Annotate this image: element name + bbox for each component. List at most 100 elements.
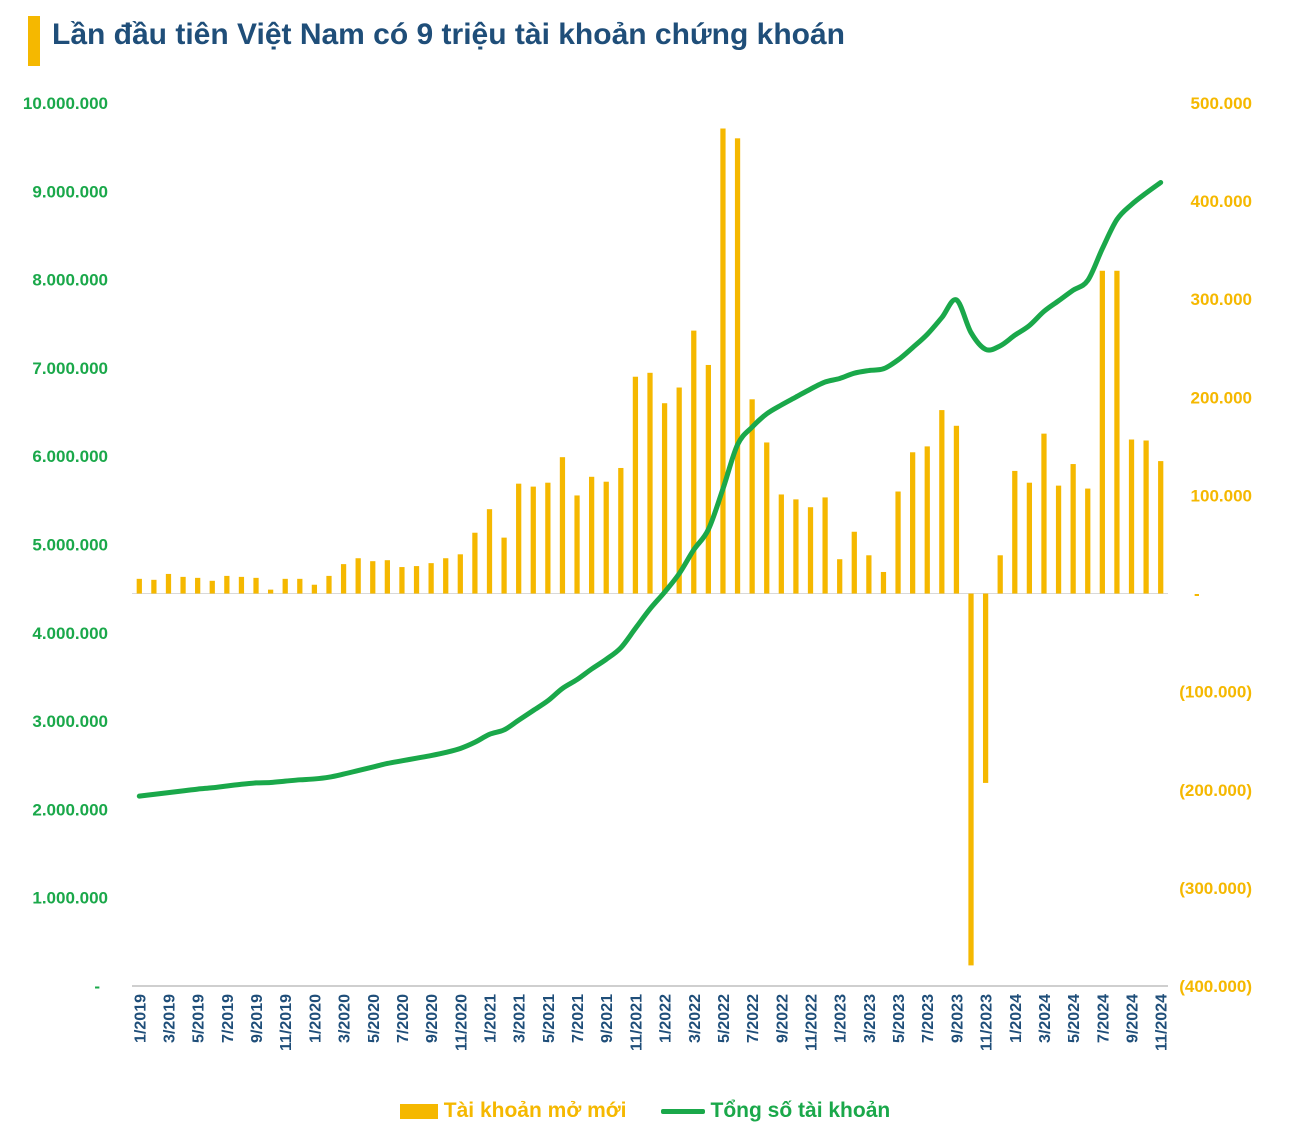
right-tick-label: (300.000) [1179,879,1252,898]
legend: Tài khoản mở mới Tổng số tài khoản [0,1096,1290,1126]
left-tick-label: 4.000.000 [32,624,108,643]
bar-new-accounts [472,532,478,594]
bar-new-accounts [340,564,347,594]
bar-new-accounts [545,482,551,594]
right-tick-label: 200.000 [1191,388,1252,407]
legend-line-swatch [660,1108,705,1114]
x-tick-label: 9/2020 [424,994,441,1043]
x-tick-label: 7/2020 [395,994,412,1043]
bar-new-accounts [778,494,784,594]
bar-new-accounts [1085,488,1091,594]
x-tick-label: 11/2021 [628,994,645,1051]
bar-new-accounts [968,593,974,966]
bar-new-accounts [676,387,682,594]
legend-bar-swatch [399,1103,438,1119]
x-tick-label: 3/2024 [1037,994,1054,1043]
x-tick-label: 5/2019 [191,994,208,1043]
bar-new-accounts [866,555,872,594]
bar-new-accounts [822,497,828,594]
bar-new-accounts [267,589,274,594]
bar-new-accounts [1026,482,1033,594]
bar-new-accounts [1055,485,1062,594]
x-tick-label: 7/2021 [570,994,587,1043]
x-tick-label: 9/2021 [599,994,616,1043]
x-tick-label: 3/2022 [687,994,704,1043]
chart-title: Lần đầu tiên Việt Nam có 9 triệu tài kho… [52,18,845,51]
bar-new-accounts [457,554,463,594]
bar-new-accounts [764,442,770,594]
right-tick-label: (400.000) [1179,977,1252,996]
bar-new-accounts [1099,270,1105,594]
bar-new-accounts [939,410,945,594]
bar-new-accounts [1114,270,1120,594]
x-tick-label: 5/2024 [1066,994,1083,1043]
chart-canvas: - 1.000.000 2.000.000 3.000.000 4.000.000 5.0… [23,94,1252,1051]
bar-new-accounts [209,580,215,594]
left-tick-label: 10.000.000 [23,94,108,113]
x-tick-label: 1/2024 [1008,994,1025,1043]
bar-new-accounts [895,491,901,594]
bar-new-accounts [1041,433,1047,594]
left-tick-label: 1.000.000 [32,889,108,908]
bar-new-accounts [326,575,332,594]
bar-new-accounts [443,558,449,594]
bar-new-accounts [837,559,843,594]
x-tick-label: 3/2020 [337,994,354,1043]
right-tick-label: 300.000 [1191,290,1252,309]
bar-new-accounts [516,483,522,594]
x-tick-label: 11/2023 [979,994,996,1051]
x-tick-label: 11/2022 [804,994,821,1051]
x-tick-label: 5/2023 [891,994,908,1043]
legend-line-label: Tổng số tài khoản [710,1099,891,1122]
bar-new-accounts [691,330,697,594]
bar-new-accounts [195,577,201,594]
x-tick-label: 7/2023 [920,994,937,1043]
x-tick-label: 9/2022 [774,994,791,1043]
x-tick-label: 3/2019 [161,994,178,1043]
bar-new-accounts [238,576,245,594]
x-tick-label: 1/2023 [833,994,850,1043]
right-tick-label: (100.000) [1179,683,1252,702]
bar-new-accounts [982,593,989,783]
title-accent-bar [28,16,40,66]
bar-new-accounts [632,376,639,594]
right-tick-label: (200.000) [1179,781,1252,800]
x-tick-label: 1/2019 [132,994,149,1043]
left-tick-label: 8.000.000 [32,271,108,290]
bar-new-accounts [355,558,361,594]
x-tick-label: 3/2023 [862,994,879,1043]
x-tick-label: 5/2020 [366,994,383,1043]
x-tick-label: 1/2021 [482,994,499,1043]
bar-new-accounts [136,578,142,594]
bar-new-accounts [559,457,566,594]
right-tick-label: 400.000 [1191,192,1252,211]
right-tick-label: 500.000 [1191,94,1252,113]
bar-new-accounts [953,425,960,594]
x-tick-label: 11/2024 [1154,994,1171,1051]
bar-new-accounts [793,499,799,594]
bar-new-accounts [647,372,653,594]
left-tick-label: 6.000.000 [32,447,108,466]
bar-series [136,128,1164,966]
x-tick-label: 3/2021 [512,994,529,1043]
bar-new-accounts [720,128,726,594]
bar-new-accounts [924,446,930,594]
x-axis-ticks: 1/2019 3/2019 5/2019 7/2019 9/2019 11/2019 1/2… [132,994,1170,1051]
bar-new-accounts [501,537,507,594]
legend-bar-label: Tài khoản mở mới [443,1099,627,1122]
legend-item-total-accounts: Tổng số tài khoản [660,1099,891,1123]
bar-new-accounts [705,364,711,594]
total-accounts-line [136,179,1164,799]
bar-new-accounts [910,452,916,594]
bar-new-accounts [880,571,887,594]
x-tick-label: 5/2022 [716,994,733,1043]
right-tick-label: - [1194,585,1200,604]
left-tick-label: - [94,977,100,996]
left-tick-label: 9.000.000 [32,182,108,201]
bar-new-accounts [180,576,186,594]
x-tick-label: 9/2019 [249,994,266,1043]
left-axis-ticks: - 1.000.000 2.000.000 3.000.000 4.000.000 5.0… [23,94,108,996]
right-tick-label: 100.000 [1191,486,1252,505]
bar-new-accounts [282,578,288,594]
legend-item-new-accounts: Tài khoản mở mới [399,1099,627,1123]
